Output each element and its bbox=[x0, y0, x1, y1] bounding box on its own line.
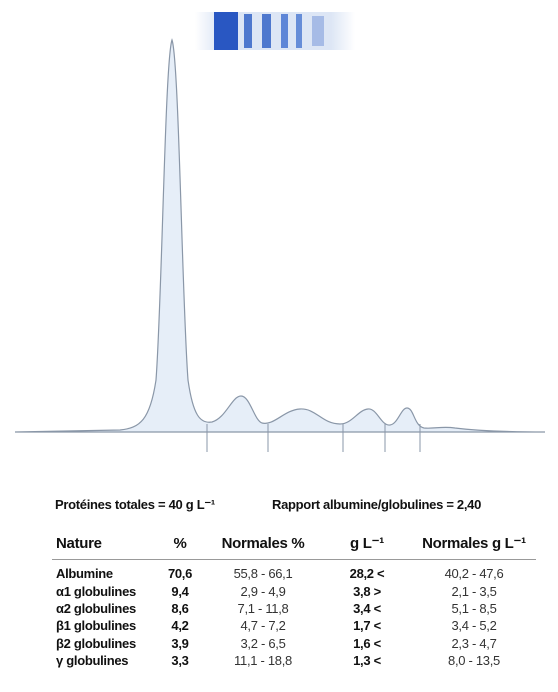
cell-pct: 8,6 bbox=[156, 600, 204, 617]
total-proteins: Protéines totales = 40 g L⁻¹ bbox=[55, 497, 215, 513]
page: {"summary": {"total": "Protéines totales… bbox=[0, 0, 558, 692]
electrophoresis-graphic bbox=[0, 0, 558, 470]
density-curve bbox=[15, 40, 545, 432]
cell-pct: 3,9 bbox=[156, 635, 204, 652]
cell-name: α1 globulines bbox=[52, 582, 156, 599]
cell-pct: 4,2 bbox=[156, 617, 204, 634]
column-header: Normales g L⁻¹ bbox=[412, 534, 536, 560]
cell-gl: 3,8 > bbox=[322, 582, 412, 599]
cell-normgl: 3,4 - 5,2 bbox=[412, 617, 536, 634]
cell-normgl: 8,0 - 13,5 bbox=[412, 652, 536, 669]
cell-norm: 55,8 - 66,1 bbox=[204, 560, 322, 583]
cell-name: β2 globulines bbox=[52, 635, 156, 652]
cell-gl: 1,6 < bbox=[322, 635, 412, 652]
column-header: g L⁻¹ bbox=[322, 534, 412, 560]
cell-norm: 11,1 - 18,8 bbox=[204, 652, 322, 669]
cell-name: β1 globulines bbox=[52, 617, 156, 634]
cell-normgl: 2,1 - 3,5 bbox=[412, 582, 536, 599]
column-header: % bbox=[156, 534, 204, 560]
cell-normgl: 5,1 - 8,5 bbox=[412, 600, 536, 617]
gel-strip bbox=[195, 12, 355, 50]
albumin-globulin-ratio: Rapport albumine/globulines = 2,40 bbox=[272, 497, 481, 512]
cell-normgl: 40,2 - 47,6 bbox=[412, 560, 536, 583]
column-header: Normales % bbox=[204, 534, 322, 560]
cell-norm: 3,2 - 6,5 bbox=[204, 635, 322, 652]
cell-pct: 3,3 bbox=[156, 652, 204, 669]
cell-normgl: 2,3 - 4,7 bbox=[412, 635, 536, 652]
column-header: Nature bbox=[52, 534, 156, 560]
cell-gl: 28,2 < bbox=[322, 560, 412, 583]
cell-gl: 1,7 < bbox=[322, 617, 412, 634]
cell-norm: 2,9 - 4,9 bbox=[204, 582, 322, 599]
cell-gl: 1,3 < bbox=[322, 652, 412, 669]
cell-name: α2 globulines bbox=[52, 600, 156, 617]
cell-name: Albumine bbox=[52, 560, 156, 583]
cell-pct: 9,4 bbox=[156, 582, 204, 599]
cell-pct: 70,6 bbox=[156, 560, 204, 583]
cell-norm: 4,7 - 7,2 bbox=[204, 617, 322, 634]
cell-gl: 3,4 < bbox=[322, 600, 412, 617]
cell-norm: 7,1 - 11,8 bbox=[204, 600, 322, 617]
cell-name: γ globulines bbox=[52, 652, 156, 669]
